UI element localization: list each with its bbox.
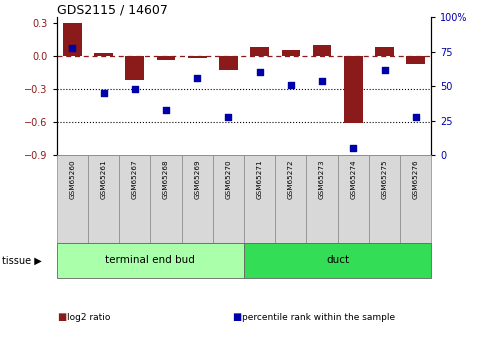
Text: duct: duct bbox=[326, 256, 349, 265]
Bar bbox=[369, 155, 400, 243]
Bar bbox=[57, 243, 244, 278]
Bar bbox=[338, 155, 369, 243]
Bar bbox=[244, 155, 275, 243]
Point bbox=[412, 114, 420, 119]
Bar bbox=[313, 45, 331, 56]
Bar bbox=[150, 155, 181, 243]
Text: GDS2115 / 14607: GDS2115 / 14607 bbox=[57, 3, 168, 16]
Bar bbox=[400, 155, 431, 243]
Point bbox=[193, 75, 201, 81]
Text: GSM65261: GSM65261 bbox=[101, 160, 106, 199]
Point bbox=[256, 70, 264, 75]
Point bbox=[381, 67, 388, 72]
Text: tissue ▶: tissue ▶ bbox=[2, 256, 42, 265]
Bar bbox=[94, 52, 113, 56]
Text: GSM65272: GSM65272 bbox=[288, 160, 294, 199]
Point bbox=[131, 86, 139, 92]
Bar bbox=[157, 56, 176, 60]
Point bbox=[100, 90, 107, 96]
Bar bbox=[244, 243, 431, 278]
Text: percentile rank within the sample: percentile rank within the sample bbox=[242, 313, 395, 322]
Text: GSM65268: GSM65268 bbox=[163, 160, 169, 199]
Bar bbox=[213, 155, 244, 243]
Bar bbox=[375, 47, 394, 56]
Bar bbox=[119, 155, 150, 243]
Text: GSM65274: GSM65274 bbox=[351, 160, 356, 199]
Point bbox=[318, 78, 326, 83]
Bar bbox=[57, 155, 88, 243]
Bar bbox=[63, 23, 82, 56]
Bar bbox=[275, 155, 307, 243]
Bar bbox=[307, 155, 338, 243]
Text: GSM65276: GSM65276 bbox=[413, 160, 419, 199]
Point bbox=[287, 82, 295, 88]
Point bbox=[224, 114, 232, 119]
Text: log2 ratio: log2 ratio bbox=[67, 313, 110, 322]
Bar bbox=[250, 47, 269, 56]
Text: ■: ■ bbox=[57, 313, 66, 322]
Text: GSM65269: GSM65269 bbox=[194, 160, 200, 199]
Bar bbox=[181, 155, 213, 243]
Bar bbox=[282, 50, 300, 56]
Text: GSM65267: GSM65267 bbox=[132, 160, 138, 199]
Text: GSM65271: GSM65271 bbox=[257, 160, 263, 199]
Bar bbox=[125, 56, 144, 80]
Bar bbox=[188, 56, 207, 58]
Text: GSM65275: GSM65275 bbox=[382, 160, 387, 199]
Text: terminal end bud: terminal end bud bbox=[106, 256, 195, 265]
Point bbox=[162, 107, 170, 112]
Point bbox=[69, 45, 76, 50]
Bar bbox=[88, 155, 119, 243]
Text: GSM65260: GSM65260 bbox=[70, 160, 75, 199]
Text: GSM65270: GSM65270 bbox=[225, 160, 231, 199]
Text: GSM65273: GSM65273 bbox=[319, 160, 325, 199]
Bar bbox=[406, 56, 425, 63]
Text: ■: ■ bbox=[232, 313, 241, 322]
Bar bbox=[219, 56, 238, 70]
Point bbox=[350, 146, 357, 151]
Bar bbox=[344, 56, 363, 123]
